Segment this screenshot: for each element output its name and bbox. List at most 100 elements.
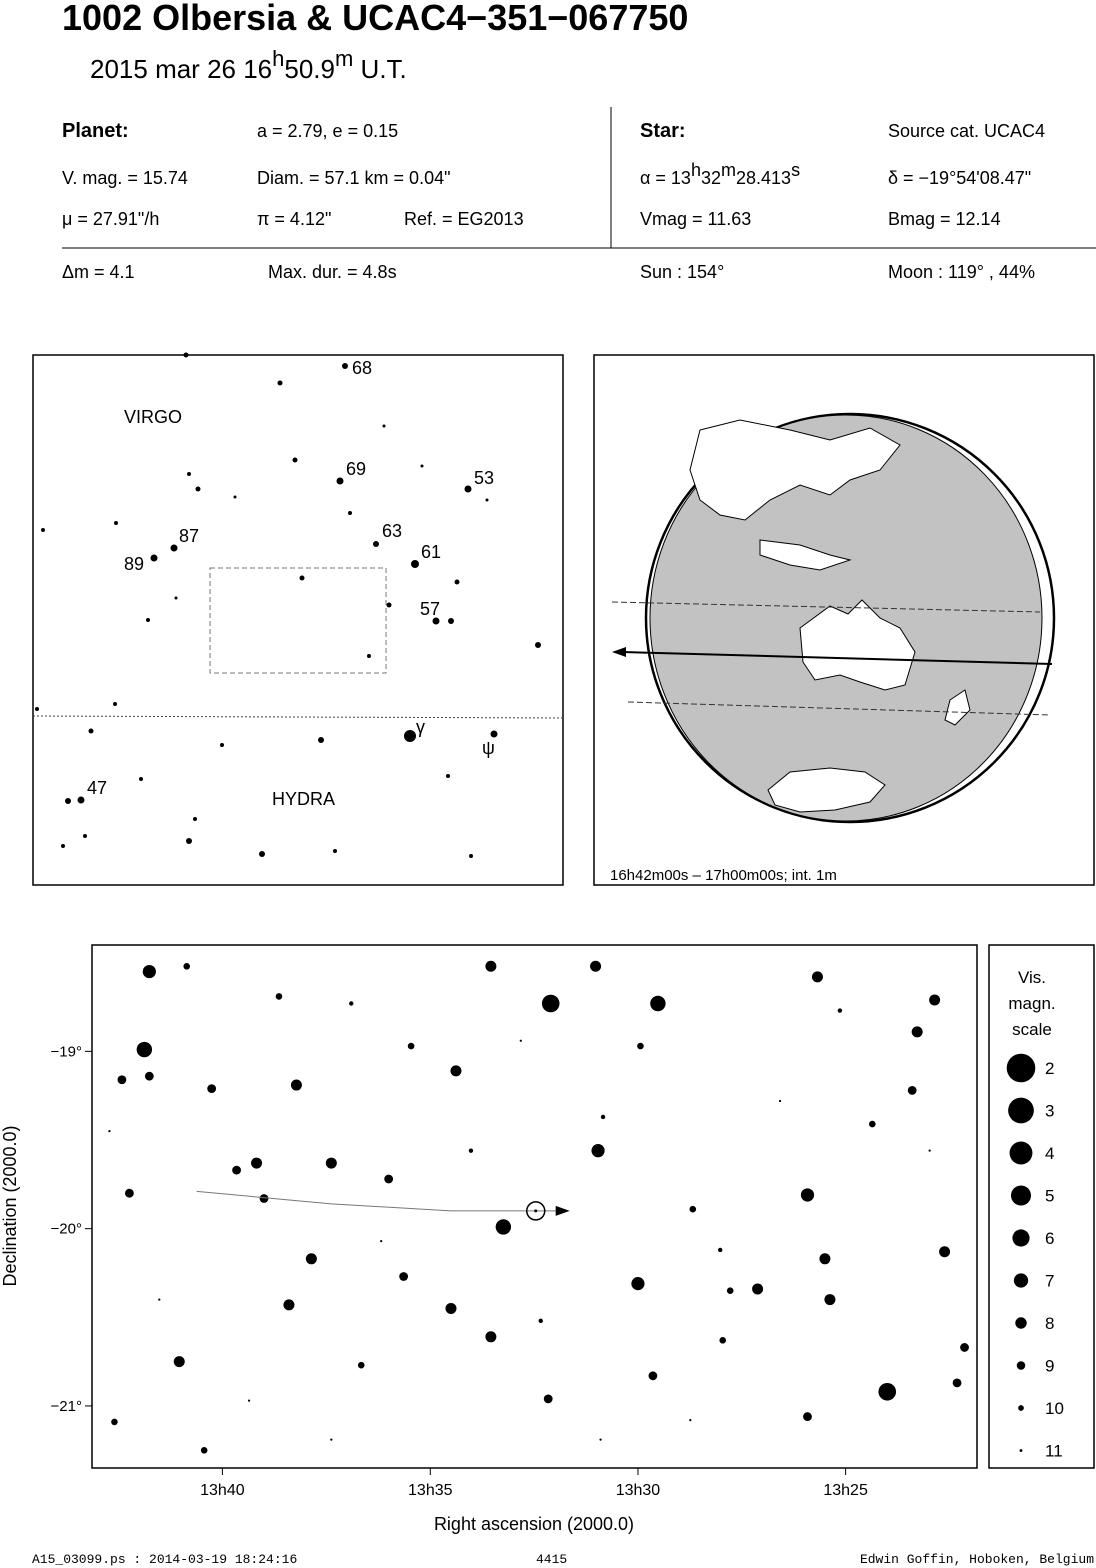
- star: [689, 1419, 692, 1422]
- star: [136, 1041, 153, 1058]
- star: [726, 1287, 734, 1295]
- date-part: 2015 mar 26 16: [90, 54, 272, 84]
- star: [111, 1418, 118, 1426]
- constellation-label: VIRGO: [124, 407, 182, 427]
- antarctica: [767, 767, 886, 813]
- star: [648, 1371, 658, 1381]
- legend-label: 6: [1045, 1229, 1054, 1248]
- star-bmag: Bmag = 12.14: [888, 209, 1001, 229]
- legend-marker: [1013, 1273, 1029, 1288]
- asteroid-track: [196, 1190, 556, 1212]
- event-sun: Sun : 154°: [640, 262, 724, 282]
- event-maxdur: Max. dur. = 4.8s: [268, 262, 397, 282]
- target-dot: [534, 1209, 538, 1213]
- legend-label: 4: [1045, 1144, 1054, 1163]
- star: [803, 1412, 812, 1421]
- star: [357, 1361, 365, 1369]
- legend-label: 7: [1045, 1272, 1054, 1291]
- globe-panel: 16h42m00s – 17h00m00s; int. 1m: [593, 354, 1095, 886]
- star: [158, 1298, 161, 1301]
- shadow-edge: [627, 701, 1051, 716]
- star: [259, 1194, 269, 1203]
- legend-marker: [1006, 1053, 1036, 1083]
- legend-label: 10: [1045, 1399, 1064, 1418]
- legend-label: 8: [1045, 1314, 1054, 1333]
- star-ra: α = 13h32m28.413s: [640, 160, 800, 188]
- star-heading: Star:: [640, 120, 686, 142]
- star-label: 63: [382, 521, 402, 541]
- star-label: 57: [420, 599, 440, 619]
- star-label: γ: [416, 717, 425, 737]
- x-tick-label: 13h40: [200, 1482, 245, 1499]
- legend-marker: [1012, 1229, 1030, 1247]
- star: [380, 1239, 383, 1243]
- info-block: Planet: a = 2.79, e = 0.15 V. mag. = 15.…: [62, 107, 1096, 282]
- title: 1002 Olbersia & UCAC4−351−067750: [62, 0, 688, 38]
- star: [911, 1026, 923, 1038]
- star: [200, 1446, 208, 1454]
- ra-part: 28.413: [736, 168, 791, 188]
- footer-file: A15_03099.ps : 2014-03-19 18:24:16: [32, 1552, 297, 1567]
- new-zealand: [944, 689, 971, 726]
- legend-marker: [1016, 1361, 1026, 1370]
- star: [519, 1039, 522, 1042]
- star: [445, 1302, 457, 1314]
- star: [811, 971, 823, 983]
- finder-map: 68 69 53 87 63 61 89 57 γ ψ 47 VIRGO HYD…: [32, 352, 564, 886]
- constellation-boundary: [32, 715, 564, 719]
- ra-part: α = 13: [640, 168, 691, 188]
- star: [689, 1205, 697, 1213]
- legend-title: Vis.: [1018, 968, 1046, 987]
- star: [591, 1144, 605, 1158]
- star: [543, 1394, 553, 1404]
- star: [929, 994, 941, 1006]
- footer-number: 4415: [536, 1552, 567, 1567]
- star: [868, 1120, 876, 1128]
- star: [960, 1343, 969, 1352]
- star: [251, 1157, 263, 1169]
- australia: [799, 599, 916, 691]
- star: [485, 1331, 497, 1343]
- arrow-head: [612, 647, 626, 657]
- star: [719, 1337, 727, 1344]
- star-label: 61: [421, 542, 441, 562]
- star: [207, 1084, 217, 1094]
- y-tick-label: −19°: [51, 1043, 82, 1060]
- x-tick-label: 13h30: [616, 1482, 661, 1499]
- central-line: [621, 651, 1053, 665]
- star-label: 89: [124, 554, 144, 574]
- star: [819, 1253, 831, 1265]
- star: [450, 1065, 462, 1077]
- star: [650, 995, 666, 1012]
- star: [752, 1283, 764, 1295]
- target-star: [525, 1201, 546, 1221]
- star: [800, 1188, 815, 1202]
- star: [384, 1174, 394, 1184]
- star: [399, 1272, 409, 1281]
- finder-stars: [35, 352, 541, 858]
- planet-heading: Planet:: [62, 120, 129, 142]
- legend-marker: [1010, 1185, 1032, 1206]
- star: [349, 1001, 354, 1006]
- date-part: m: [335, 46, 353, 71]
- star-label: 47: [87, 778, 107, 798]
- legend-marker: [1019, 1449, 1023, 1452]
- star: [718, 1247, 723, 1253]
- star: [283, 1299, 295, 1311]
- legend-marker: [1018, 1405, 1024, 1411]
- star: [538, 1318, 543, 1324]
- ra-part: 32: [701, 168, 721, 188]
- date-part: 50.9: [284, 54, 335, 84]
- legend-title: scale: [1012, 1020, 1052, 1039]
- legend-frame: [988, 944, 1095, 1469]
- legend-label: 11: [1045, 1442, 1063, 1461]
- star: [173, 1356, 185, 1368]
- star-label: 87: [179, 526, 199, 546]
- star: [142, 964, 156, 979]
- date-part: h: [272, 46, 284, 71]
- star: [907, 1085, 917, 1095]
- star: [144, 1071, 154, 1081]
- star-source: Source cat. UCAC4: [888, 121, 1045, 141]
- star: [247, 1399, 251, 1402]
